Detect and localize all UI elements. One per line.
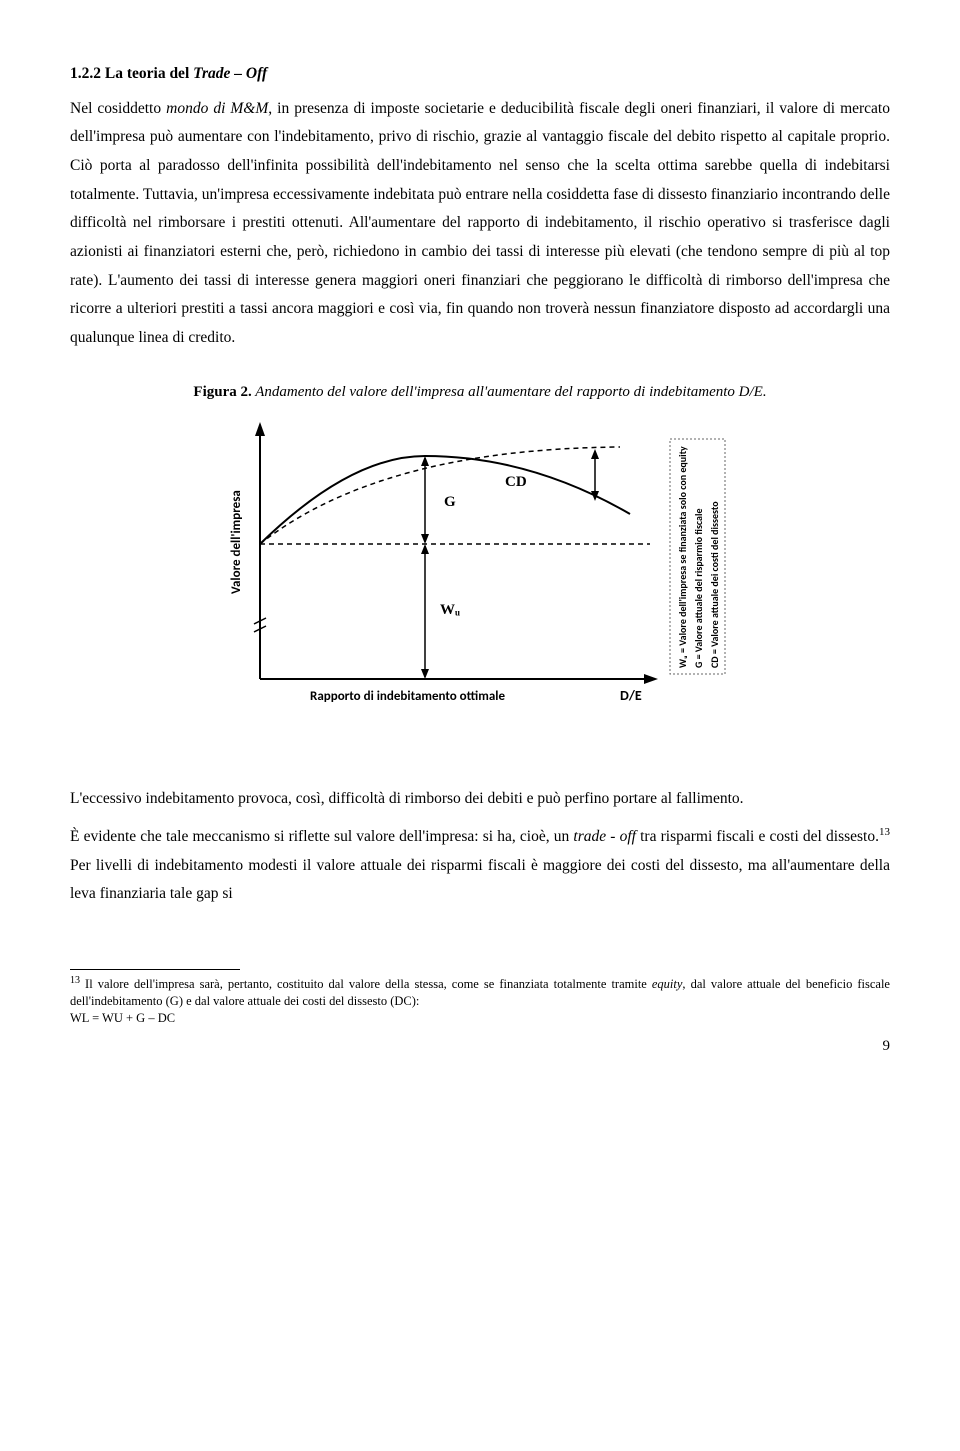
fn-formula: WL = WU + G – DC: [70, 1011, 175, 1025]
p3b: trade - off: [573, 828, 636, 845]
g-arrow-top: [421, 456, 429, 466]
fn-a: Il valore dell'impresa sarà, pertanto, c…: [80, 977, 652, 991]
legend-cd: CD = Valore attuale dei costi del disses…: [708, 501, 721, 668]
p3d: Per livelli di indebitamento modesti il …: [70, 857, 890, 903]
paragraph-1: Nel cosiddetto mondo di M&M, in presenza…: [70, 95, 890, 353]
footnote-separator: [70, 969, 240, 970]
paragraph-2: L'eccessivo indebitamento provoca, così,…: [70, 785, 890, 814]
heading-number: 1.2.2: [70, 65, 101, 82]
heading-plain: La teoria del: [101, 65, 193, 82]
g-arrow-bot: [421, 534, 429, 544]
section-heading: 1.2.2 La teoria del Trade – Off: [70, 60, 890, 89]
cd-arrow-top: [591, 449, 599, 459]
p1b: mondo di M&M: [166, 100, 268, 117]
legend-wu: Wᵤ = Valore dell'impresa se finanziata s…: [676, 446, 689, 668]
p3a: È evidente che tale meccanismo si riflet…: [70, 828, 573, 845]
caption-italic: Andamento del valore dell'impresa all'au…: [252, 384, 767, 400]
label-cd: CD: [505, 474, 527, 490]
tradeoff-chart: G CD Wᵤ Valore dell'impresa Rapporto di …: [200, 414, 760, 724]
legend-g: G = Valore attuale del risparmio fiscale: [692, 509, 705, 669]
figure-caption: Figura 2. Andamento del valore dell'impr…: [70, 379, 890, 407]
heading-italic: Trade – Off: [193, 65, 267, 82]
label-g: G: [444, 494, 456, 510]
wu-arrow-top: [421, 544, 429, 554]
page-number: 9: [70, 1033, 890, 1061]
footnote-number: 13: [70, 975, 80, 986]
footnote-13: 13 Il valore dell'impresa sarà, pertanto…: [70, 974, 890, 1027]
x-axis-label-left: Rapporto di indebitamento ottimale: [310, 689, 505, 704]
caption-bold: Figura 2.: [193, 384, 251, 400]
wu-arrow-bot: [421, 669, 429, 679]
p1c: , in presenza di imposte societarie e de…: [70, 100, 890, 346]
x-axis-label-right: D/E: [620, 687, 642, 704]
fn-ital: equity: [652, 977, 683, 991]
p1a: Nel cosiddetto: [70, 100, 166, 117]
figure-container: G CD Wᵤ Valore dell'impresa Rapporto di …: [70, 414, 890, 735]
footnote-ref-13: 13: [879, 826, 890, 838]
y-axis-arrow: [255, 422, 265, 436]
p3c: tra risparmi fiscali e costi del dissest…: [636, 828, 879, 845]
paragraph-3: È evidente che tale meccanismo si riflet…: [70, 822, 890, 909]
y-axis-label: Valore dell'impresa: [229, 491, 244, 595]
label-wu: Wᵤ: [440, 602, 460, 618]
x-axis-arrow: [644, 674, 658, 684]
tangent-dashed: [260, 447, 620, 544]
